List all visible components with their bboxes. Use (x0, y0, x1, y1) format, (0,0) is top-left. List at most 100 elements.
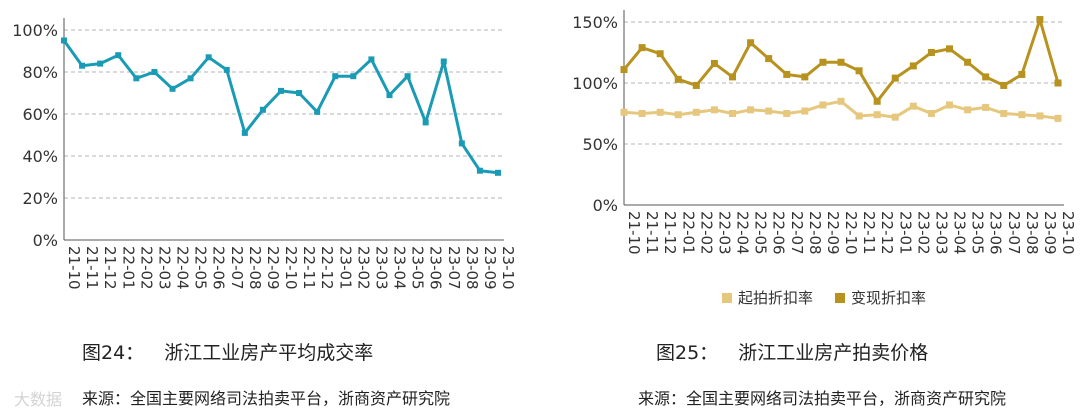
figure-caption-24: 图24： 浙江工业房产平均成交率 (82, 338, 373, 365)
chart2-legend: 起拍折扣率 变现折扣率 (722, 287, 926, 308)
data-point-c1-0 (61, 37, 67, 44)
data-point-c2-1 (783, 70, 791, 78)
data-point-c2-1 (982, 73, 990, 81)
data-point-c2-0 (783, 110, 791, 117)
data-point-c2-1 (855, 67, 863, 75)
x-tick-label: 23-08 (463, 246, 481, 290)
x-tick-label: 23-10 (1059, 211, 1077, 255)
data-point-c1-0 (386, 92, 393, 99)
data-point-c1-0 (187, 75, 194, 82)
figure-caption-25: 图25： 浙江工业房产拍卖价格 (656, 338, 928, 365)
data-point-c2-0 (620, 108, 628, 116)
x-tick-label: 23-04 (951, 211, 969, 255)
data-point-c1-0 (495, 169, 501, 176)
data-point-c2-1 (1018, 70, 1026, 78)
y-tick-label: 50% (582, 135, 618, 154)
data-point-c2-0 (710, 106, 718, 114)
figure-source-25: 来源：全国主要网络司法拍卖平台，浙商资产研究院 (638, 389, 1007, 408)
data-point-c1-0 (476, 167, 483, 174)
x-tick-label: 23-09 (1041, 211, 1059, 255)
data-point-c1-0 (440, 58, 447, 65)
data-point-c2-0 (819, 101, 827, 109)
x-tick-label: 22-01 (119, 246, 137, 290)
x-tick-label: 23-06 (987, 211, 1005, 255)
data-point-c2-0 (1054, 114, 1062, 122)
data-point-c1-0 (223, 66, 230, 73)
legend-swatch-realize-discount (835, 292, 846, 303)
data-point-c1-0 (169, 85, 176, 92)
data-point-c2-0 (855, 112, 863, 120)
data-point-c2-0 (946, 101, 953, 109)
y-tick-label: 60% (22, 105, 58, 124)
x-tick-label: 22-08 (806, 211, 824, 255)
x-tick-label: 23-04 (391, 246, 409, 290)
data-point-c1-0 (296, 90, 303, 96)
x-tick-label: 22-11 (860, 211, 878, 255)
x-tick-label: 23-06 (427, 246, 445, 290)
data-point-c2-0 (927, 110, 935, 117)
chart-completion-rate: 0%20%40%60%80%100%21-10 21-11 21-12 22-01 22… (12, 18, 517, 290)
data-point-c1-0 (422, 119, 429, 126)
data-point-c2-1 (710, 59, 718, 67)
figure-source-24: 来源：全国主要网络司法拍卖平台，浙商资产研究院 (82, 389, 451, 408)
data-point-c2-0 (765, 107, 773, 115)
data-point-c1-0 (115, 52, 122, 59)
data-point-c2-1 (1000, 81, 1008, 89)
x-tick-label: 22-02 (697, 211, 715, 255)
x-tick-label: 23-05 (969, 211, 987, 255)
x-tick-label: 22-02 (137, 246, 155, 290)
data-point-c2-0 (873, 111, 881, 119)
x-tick-label: 23-08 (1023, 211, 1041, 255)
data-point-c2-1 (837, 58, 845, 66)
data-point-c2-0 (656, 108, 664, 116)
data-point-c1-0 (97, 60, 104, 67)
data-point-c2-0 (1000, 110, 1008, 117)
x-tick-label: 22-10 (842, 211, 860, 255)
x-tick-label: 21-12 (101, 246, 119, 290)
data-point-c2-1 (747, 39, 755, 47)
x-tick-label: 22-06 (770, 211, 788, 255)
legend-label-realize-discount: 变现折扣率 (851, 289, 927, 307)
x-tick-label: 22-12 (318, 246, 336, 290)
x-tick-label: 22-04 (734, 211, 752, 255)
x-tick-label: 22-03 (715, 211, 733, 255)
data-point-c2-1 (656, 50, 664, 58)
caption-title: 浙江工业房产平均成交率 (164, 342, 374, 364)
data-point-c2-1 (1054, 79, 1062, 87)
watermark-text: 大数据 (14, 390, 63, 409)
x-tick-label: 22-09 (824, 211, 842, 255)
data-point-c2-1 (964, 58, 972, 66)
x-tick-label: 23-02 (354, 246, 372, 290)
x-tick-label: 23-01 (896, 211, 914, 255)
y-tick-label: 80% (22, 63, 58, 82)
y-tick-label: 100% (572, 74, 618, 93)
x-tick-label: 22-06 (210, 246, 228, 290)
data-point-c2-1 (946, 45, 953, 53)
data-point-c1-0 (241, 129, 248, 136)
x-tick-label: 23-02 (914, 211, 932, 255)
caption-number: 图25： (656, 342, 719, 364)
data-point-c1-0 (314, 108, 321, 115)
data-point-c2-0 (729, 110, 736, 117)
x-tick-label: 22-10 (282, 246, 300, 290)
data-point-c2-1 (801, 73, 809, 81)
y-tick-label: 20% (22, 189, 58, 208)
x-tick-label: 22-11 (300, 246, 318, 290)
y-tick-label: 40% (22, 147, 58, 166)
data-point-c1-0 (79, 62, 86, 69)
data-point-c1-0 (151, 69, 158, 75)
data-point-c2-0 (964, 106, 972, 114)
x-tick-label: 21-10 (625, 211, 643, 255)
x-tick-label: 21-11 (83, 246, 101, 290)
data-point-c1-0 (350, 73, 357, 80)
legend-label-start-discount: 起拍折扣率 (738, 289, 814, 307)
x-tick-label: 23-01 (336, 246, 354, 290)
x-tick-label: 21-11 (643, 211, 661, 255)
data-point-c2-1 (729, 73, 736, 81)
data-point-c2-0 (837, 97, 845, 105)
x-tick-label: 23-03 (372, 246, 390, 290)
x-tick-label: 23-10 (499, 246, 517, 290)
y-tick-label: 100% (12, 21, 58, 40)
y-tick-label: 150% (572, 13, 618, 32)
x-tick-label: 22-03 (155, 246, 173, 290)
